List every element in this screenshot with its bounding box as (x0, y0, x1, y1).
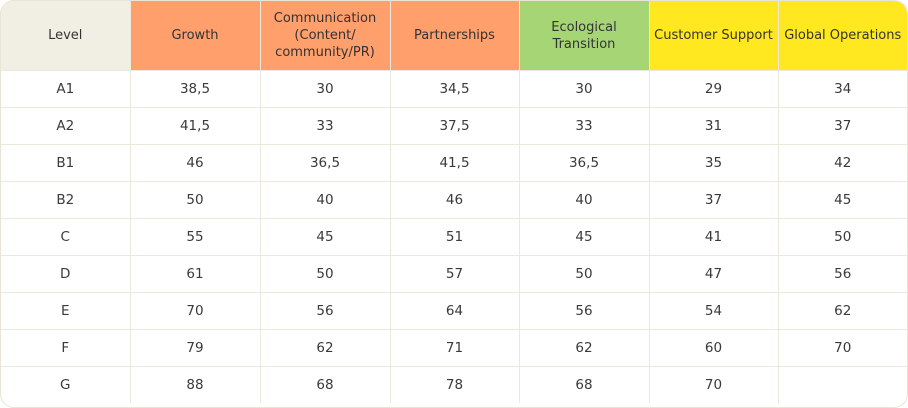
level-cell: A2 (1, 107, 131, 145)
global-operations-cell: 62 (777, 292, 907, 330)
global-operations-cell: 50 (777, 218, 907, 256)
ecological-transition-cell: 62 (518, 329, 650, 367)
growth-cell: 79 (129, 329, 261, 367)
ecological-transition-cell: 68 (518, 366, 650, 403)
communication-cell: 56 (259, 292, 391, 330)
customer-support-cell: 47 (648, 255, 779, 293)
communication-cell: 30 (259, 70, 391, 108)
communication-cell: 68 (259, 366, 391, 403)
header-ecological-transition: Ecological Transition (518, 1, 650, 71)
communication-cell: 40 (259, 181, 391, 219)
partnerships-cell: 71 (389, 329, 520, 367)
global-operations-cell: 42 (777, 144, 907, 182)
customer-support-cell: 35 (648, 144, 779, 182)
communication-cell: 50 (259, 255, 391, 293)
header-communication: Communication (Content/ community/PR) (259, 1, 391, 71)
table-row: F 79 62 71 62 60 70 (1, 329, 907, 367)
customer-support-cell: 54 (648, 292, 779, 330)
table-row: D 61 50 57 50 47 56 (1, 255, 907, 293)
level-cell: F (1, 329, 131, 367)
growth-cell: 70 (129, 292, 261, 330)
partnerships-cell: 41,5 (389, 144, 520, 182)
ecological-transition-cell: 50 (518, 255, 650, 293)
partnerships-cell: 78 (389, 366, 520, 403)
growth-cell: 46 (129, 144, 261, 182)
global-operations-cell: 34 (777, 70, 907, 108)
growth-cell: 61 (129, 255, 261, 293)
ecological-transition-cell: 36,5 (518, 144, 650, 182)
communication-cell: 36,5 (259, 144, 391, 182)
customer-support-cell: 60 (648, 329, 779, 367)
partnerships-cell: 46 (389, 181, 520, 219)
growth-cell: 41,5 (129, 107, 261, 145)
growth-cell: 88 (129, 366, 261, 403)
communication-cell: 45 (259, 218, 391, 256)
level-cell: B2 (1, 181, 131, 219)
header-partnerships: Partnerships (389, 1, 520, 71)
partnerships-cell: 51 (389, 218, 520, 256)
ecological-transition-cell: 56 (518, 292, 650, 330)
global-operations-cell: 70 (777, 329, 907, 367)
partnerships-cell: 57 (389, 255, 520, 293)
growth-cell: 38,5 (129, 70, 261, 108)
table-row: C 55 45 51 45 41 50 (1, 218, 907, 256)
partnerships-cell: 34,5 (389, 70, 520, 108)
customer-support-cell: 31 (648, 107, 779, 145)
header-row: Level Growth Communication (Content/ com… (1, 1, 907, 71)
header-level: Level (1, 1, 131, 71)
header-customer-support: Customer Support (648, 1, 779, 71)
table-row: A1 38,5 30 34,5 30 29 34 (1, 70, 907, 108)
partnerships-cell: 37,5 (389, 107, 520, 145)
level-cell: D (1, 255, 131, 293)
customer-support-cell: 70 (648, 366, 779, 403)
table-row: B1 46 36,5 41,5 36,5 35 42 (1, 144, 907, 182)
level-cell: A1 (1, 70, 131, 108)
level-cell: E (1, 292, 131, 330)
partnerships-cell: 64 (389, 292, 520, 330)
communication-cell: 33 (259, 107, 391, 145)
table-row: A2 41,5 33 37,5 33 31 37 (1, 107, 907, 145)
communication-cell: 62 (259, 329, 391, 367)
level-cell: C (1, 218, 131, 256)
ecological-transition-cell: 30 (518, 70, 650, 108)
global-operations-cell (777, 366, 907, 403)
global-operations-cell: 45 (777, 181, 907, 219)
table-row: E 70 56 64 56 54 62 (1, 292, 907, 330)
ecological-transition-cell: 40 (518, 181, 650, 219)
growth-cell: 55 (129, 218, 261, 256)
header-global-operations: Global Operations (777, 1, 907, 71)
level-cell: B1 (1, 144, 131, 182)
ecological-transition-cell: 33 (518, 107, 650, 145)
ecological-transition-cell: 45 (518, 218, 650, 256)
table-row: G 88 68 78 68 70 (1, 366, 907, 403)
customer-support-cell: 41 (648, 218, 779, 256)
growth-cell: 50 (129, 181, 261, 219)
global-operations-cell: 37 (777, 107, 907, 145)
customer-support-cell: 29 (648, 70, 779, 108)
customer-support-cell: 37 (648, 181, 779, 219)
header-growth: Growth (129, 1, 261, 71)
level-cell: G (1, 366, 131, 403)
global-operations-cell: 56 (777, 255, 907, 293)
table-row: B2 50 40 46 40 37 45 (1, 181, 907, 219)
